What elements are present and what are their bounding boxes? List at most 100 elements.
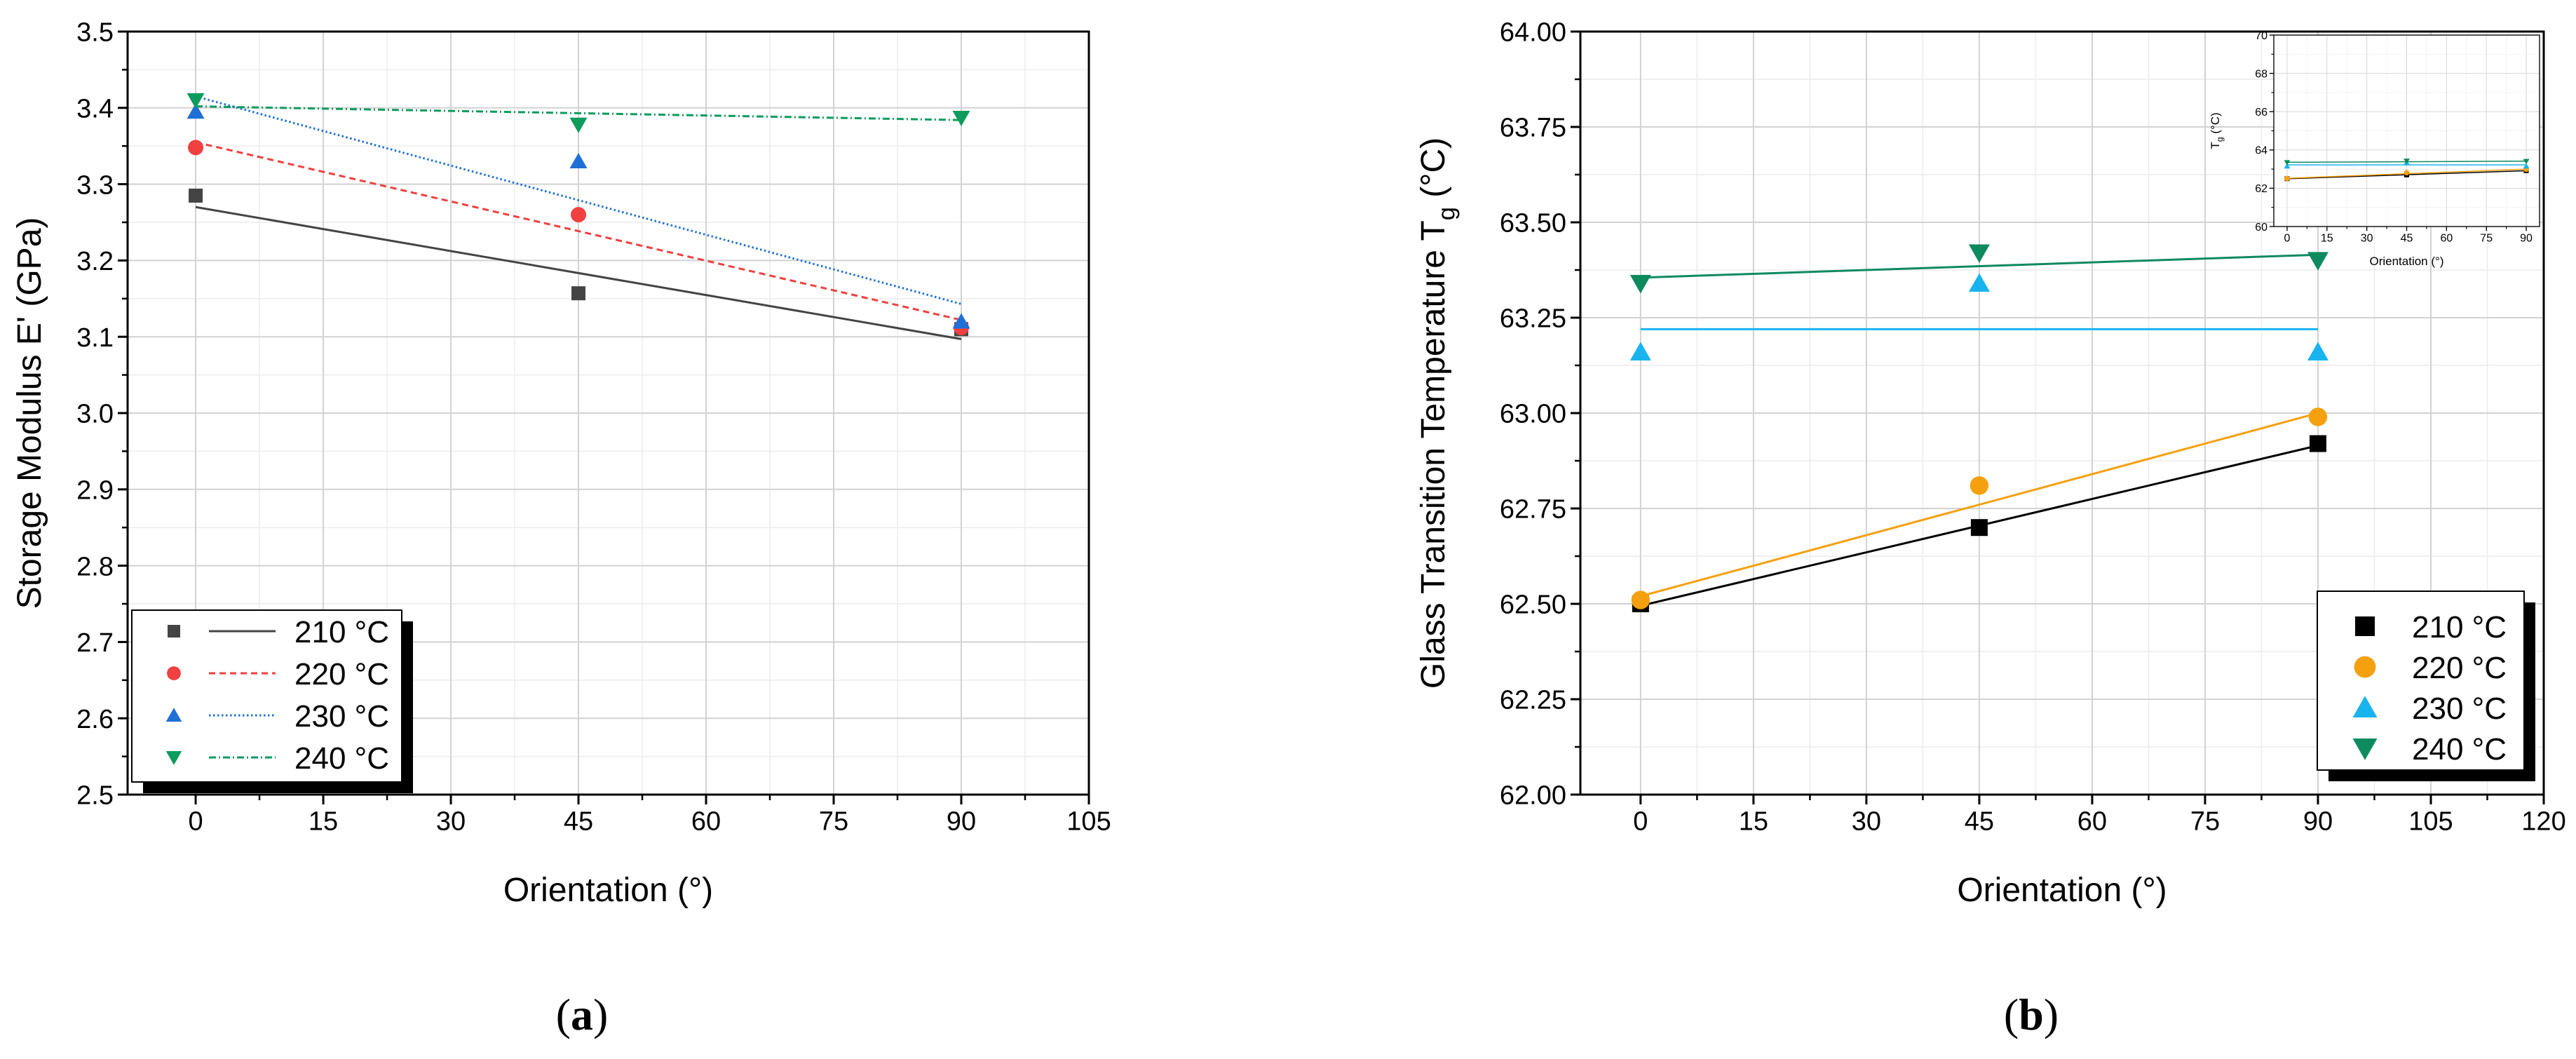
data-point-210 (1970, 519, 1988, 537)
data-point-240 (187, 93, 205, 109)
chart-a: 2.5 2.6 2.7 2.8 2.9 3.0 3.1 3.2 3.3 3.4 3.5 0 15 30 45… (11, 18, 1111, 909)
data-point-240 (1629, 275, 1651, 294)
y-tick-label: 62.50 (1500, 591, 1566, 620)
y-axis-title-subscript: g (2215, 137, 2225, 142)
y-tick-label: 3.5 (76, 18, 114, 48)
x-tick-label: 30 (1852, 807, 1881, 836)
inset-data-point (2284, 163, 2291, 169)
x-axis-title: Orientation (°) (1957, 872, 2167, 909)
y-tick-label: 62.25 (1500, 686, 1566, 715)
y-tick-label: 66 (2255, 107, 2267, 119)
x-tick-label: 45 (2401, 233, 2413, 245)
y-tick-label: 64.00 (1500, 18, 1566, 48)
legend-marker (168, 625, 180, 638)
x-tick-label: 30 (2361, 233, 2373, 245)
data-point-220 (188, 140, 204, 156)
data-point-230 (569, 152, 588, 168)
y-tick-label: 2.7 (76, 628, 114, 658)
x-tick-label: 60 (2440, 233, 2453, 245)
data-point-230 (187, 103, 205, 119)
x-tick-label: 75 (819, 807, 848, 836)
data-point-230 (1629, 342, 1651, 360)
inset-data-point (2404, 170, 2410, 176)
data-point-240 (2307, 252, 2328, 271)
data-point-220 (1631, 591, 1650, 609)
y-tick-label: 62.00 (1500, 781, 1566, 811)
y-tick-label: 2.9 (76, 475, 114, 505)
y-axis-title-unit: (°C) (1415, 137, 1452, 207)
x-tick-label: 60 (691, 807, 721, 836)
fit-line-220 (195, 141, 962, 321)
x-tick-label: 15 (1739, 807, 1768, 836)
y-axis-title: Tg (°C) (2209, 112, 2225, 149)
fit-line-210 (195, 205, 962, 340)
inset-data-point (2404, 158, 2410, 164)
legend-marker (2355, 616, 2375, 636)
data-point-220 (2308, 407, 2328, 426)
fit-line-230 (195, 95, 962, 305)
chart-b: 62.00 62.25 62.50 62.75 63.00 63.25 63.50 63.75… (1415, 18, 2566, 909)
inset-data-point (2523, 158, 2530, 165)
legend-marker (2354, 656, 2376, 678)
x-tick-label: 120 (2521, 807, 2565, 836)
y-tick-label: 2.6 (76, 705, 114, 734)
y-axis-title-subscript: g (1433, 207, 1460, 220)
legend-marker (165, 751, 182, 765)
chart-b-inset: 60 62 64 66 68 70 0 15 30 45 60 75 90 Orientation (°)… (2209, 30, 2540, 268)
y-axis-title-main: Storage Modulus E' (GPa) (11, 217, 48, 609)
y-axis-title-main: Glass Transition Temperature T (1415, 220, 1452, 689)
x-axis-title: Orientation (°) (2369, 255, 2443, 268)
legend-marker (2352, 696, 2378, 717)
legend-label: 220 °C (294, 657, 389, 692)
y-tick-label: 63.75 (1500, 114, 1566, 143)
legend-marker (165, 708, 182, 722)
data-point-230 (1968, 273, 1990, 292)
x-tick-label: 90 (2303, 807, 2333, 836)
y-tick-label: 63.00 (1500, 400, 1566, 429)
x-tick-label: 75 (2190, 807, 2220, 836)
data-point-230 (2307, 342, 2328, 360)
y-tick-label: 70 (2255, 30, 2267, 42)
data-point-240 (952, 110, 970, 126)
y-axis-title: Storage Modulus E' (GPa) (11, 217, 48, 609)
y-tick-label: 68 (2255, 68, 2267, 80)
fit-line-240 (1640, 253, 2319, 279)
legend-label: 220 °C (2412, 651, 2507, 685)
data-point-220 (1970, 476, 1989, 495)
panel-label-b: (b) (2004, 990, 2059, 1039)
x-tick-label: 45 (1965, 807, 1994, 836)
inset-data-point (2284, 175, 2290, 182)
fit-line-220 (1640, 412, 2319, 598)
legend-box (2317, 591, 2525, 771)
legend-label: 210 °C (2412, 610, 2507, 645)
legend-label: 230 °C (2412, 692, 2507, 726)
data-point-230 (952, 313, 970, 329)
y-tick-label: 2.5 (76, 781, 114, 811)
y-tick-label: 3.1 (76, 323, 114, 353)
data-point-210 (2309, 435, 2326, 452)
x-tick-label: 15 (2321, 233, 2333, 245)
y-axis-title-unit: (°C) (2209, 112, 2222, 137)
legend-marker (167, 666, 181, 680)
legend-label: 230 °C (294, 699, 389, 734)
x-tick-label: 15 (309, 807, 338, 836)
data-point-240 (1968, 244, 1990, 263)
y-tick-label: 3.0 (76, 400, 114, 429)
data-point-210 (189, 188, 203, 203)
panel-label-a: (a) (556, 990, 609, 1039)
y-tick-label: 63.50 (1500, 209, 1566, 238)
legend-label: 240 °C (2412, 732, 2507, 767)
x-tick-label: 105 (2408, 807, 2453, 836)
x-tick-label: 0 (188, 807, 203, 836)
y-tick-label: 3.3 (76, 170, 114, 200)
x-tick-label: 30 (436, 807, 466, 836)
y-tick-label: 64 (2255, 145, 2267, 157)
legend-label: 210 °C (294, 615, 389, 649)
data-point-240 (569, 117, 588, 133)
legend-label: 240 °C (294, 741, 389, 776)
y-tick-label: 3.4 (76, 94, 114, 123)
x-tick-label: 90 (2520, 233, 2533, 245)
x-tick-label: 45 (564, 807, 593, 836)
fit-line-240 (196, 105, 962, 121)
